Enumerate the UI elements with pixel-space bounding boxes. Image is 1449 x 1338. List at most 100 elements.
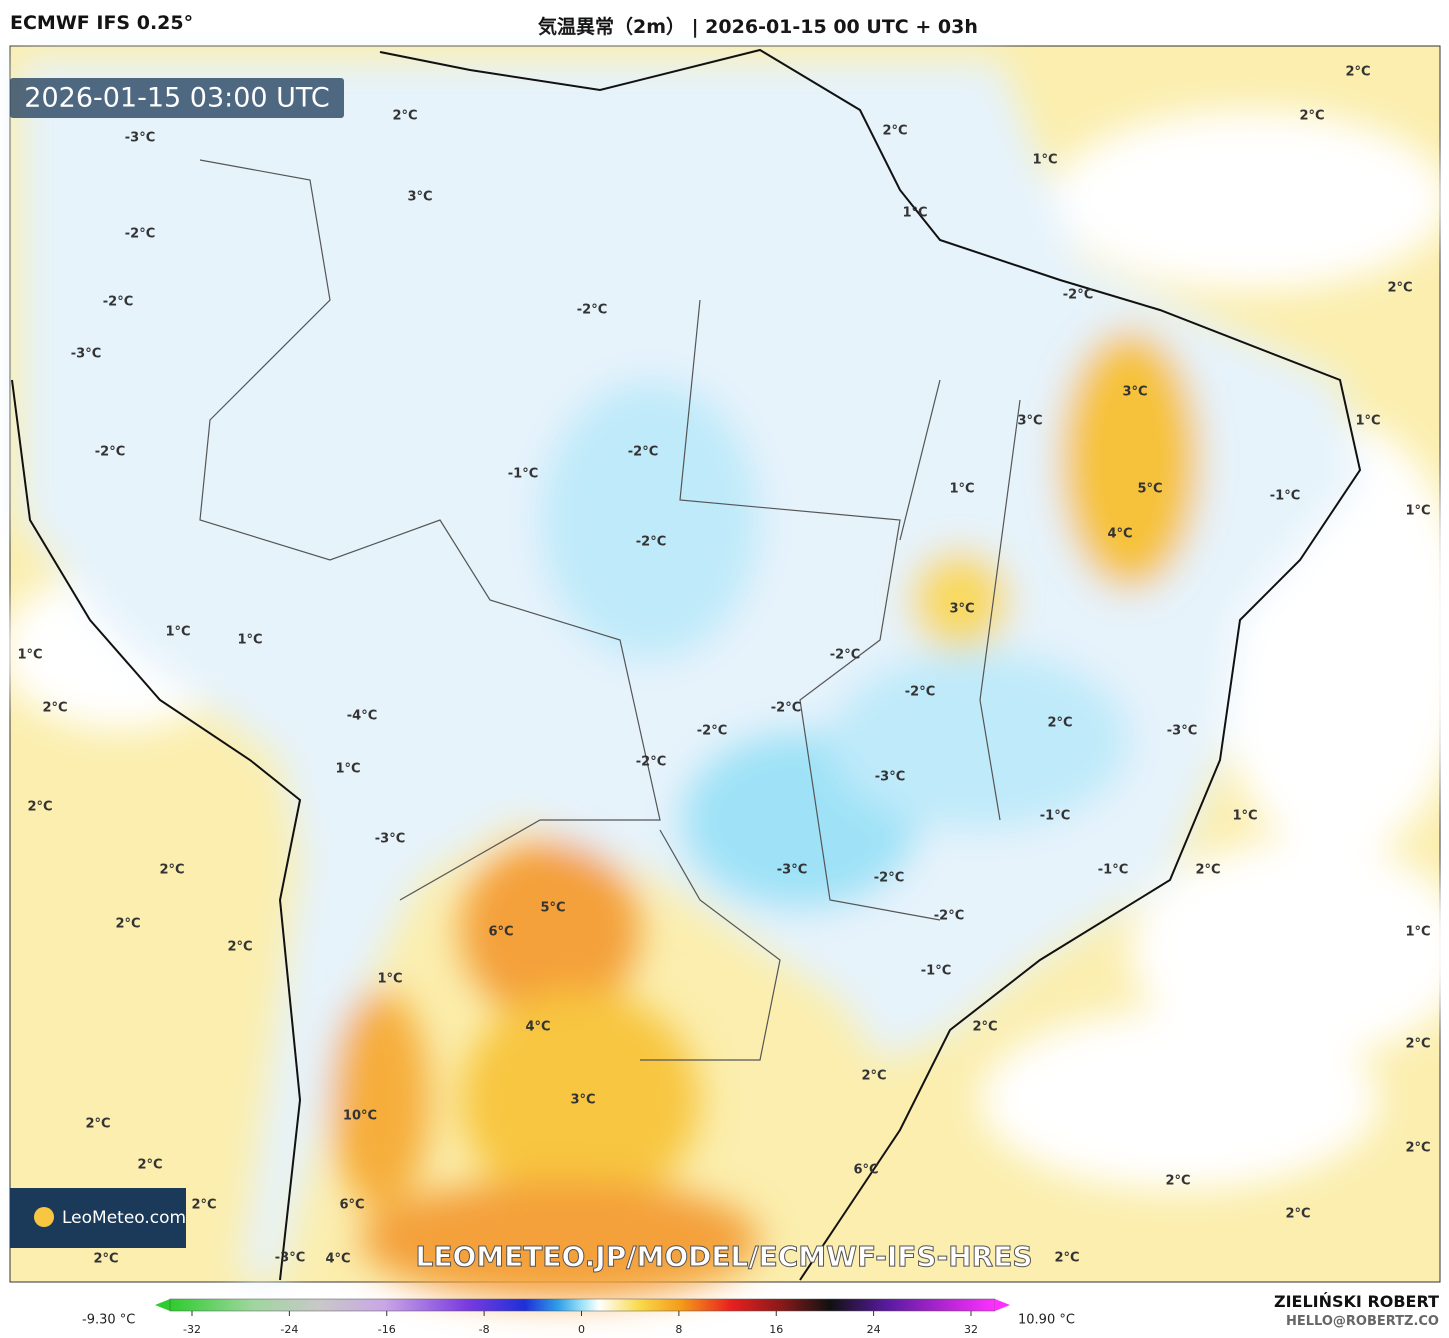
temperature-label: -2°C xyxy=(771,701,801,716)
temperature-label: 1°C xyxy=(17,648,42,663)
temperature-label: -2°C xyxy=(636,755,666,770)
temperature-label: 4°C xyxy=(525,1020,550,1035)
timestamp-box xyxy=(10,78,344,118)
temperature-label: -3°C xyxy=(71,347,101,362)
colorbar-tick-label: 8 xyxy=(675,1323,682,1336)
temperature-label: 1°C xyxy=(377,972,402,987)
temperature-label: -1°C xyxy=(921,964,951,979)
temperature-label: 2°C xyxy=(861,1069,886,1084)
temperature-label: -2°C xyxy=(1063,288,1093,303)
colorbar-tick-label: -32 xyxy=(183,1323,201,1336)
temperature-label: -3°C xyxy=(1167,724,1197,739)
temperature-label: 2°C xyxy=(1405,1141,1430,1156)
temperature-label: -1°C xyxy=(1098,863,1128,878)
colorbar-tick-label: -24 xyxy=(280,1323,298,1336)
temperature-label: 6°C xyxy=(488,925,513,940)
watermark: LEOMETEO.JP/MODEL/ECMWF-IFS-HRES xyxy=(415,1240,1032,1273)
logo-sun xyxy=(34,1207,54,1227)
temperature-label: 2°C xyxy=(882,124,907,139)
temperature-label: -2°C xyxy=(636,535,666,550)
author: ZIELIŃSKI ROBERT xyxy=(1273,1292,1439,1311)
temperature-label: 2°C xyxy=(1299,109,1324,124)
temperature-label: 6°C xyxy=(853,1163,878,1178)
temperature-label: 2°C xyxy=(1285,1207,1310,1222)
temperature-label: 1°C xyxy=(1355,414,1380,429)
colorbar-ticks: -32 -24 -16 -8 0 8 16 24 32 xyxy=(183,1311,978,1336)
colorbar-tick-label: 16 xyxy=(769,1323,783,1336)
temperature-label: 3°C xyxy=(949,602,974,617)
colorbar-tick-label: -16 xyxy=(378,1323,396,1336)
temperature-label: -2°C xyxy=(103,295,133,310)
temperature-label: 2°C xyxy=(137,1158,162,1173)
temperature-label: 2°C xyxy=(1405,1037,1430,1052)
temperature-label: -3°C xyxy=(777,863,807,878)
colorbar-tick-label: 32 xyxy=(964,1323,978,1336)
temperature-label: 5°C xyxy=(540,901,565,916)
temperature-label: -2°C xyxy=(95,445,125,460)
colorbar xyxy=(155,1298,1010,1312)
temperature-label: -3°C xyxy=(875,770,905,785)
temperature-label: 2°C xyxy=(42,701,67,716)
temperature-label: -3°C xyxy=(375,832,405,847)
temperature-label: 3°C xyxy=(1017,414,1042,429)
temperature-label: 4°C xyxy=(325,1252,350,1267)
map-labels: 2°C 2°C 2°C 1°C 2°C -3°C 3°C 1°C -2°C 2°C -2°C -2°C… xyxy=(17,65,1430,1267)
temperature-label: 4°C xyxy=(1107,527,1132,542)
temperature-label: 10°C xyxy=(343,1109,377,1124)
temperature-label: 1°C xyxy=(1405,504,1430,519)
temperature-label: 2°C xyxy=(392,109,417,124)
temperature-label: 1°C xyxy=(1405,925,1430,940)
temperature-label: -2°C xyxy=(125,227,155,242)
temperature-label: 6°C xyxy=(339,1198,364,1213)
temperature-label: -1°C xyxy=(1040,809,1070,824)
temperature-label: -4°C xyxy=(347,709,377,724)
temperature-label: 1°C xyxy=(949,482,974,497)
temperature-label: -3°C xyxy=(275,1251,305,1266)
temperature-label: 1°C xyxy=(237,633,262,648)
temperature-label: 1°C xyxy=(165,625,190,640)
temperature-label: -1°C xyxy=(508,467,538,482)
temperature-label: 2°C xyxy=(85,1117,110,1132)
temperature-label: -3°C xyxy=(125,131,155,146)
temperature-label: 2°C xyxy=(227,940,252,955)
temperature-label: 2°C xyxy=(1054,1251,1079,1266)
colorbar-min: -9.30 °C xyxy=(82,1313,135,1328)
temperature-label: 1°C xyxy=(902,206,927,221)
temperature-label: 2°C xyxy=(191,1198,216,1213)
temperature-label: -2°C xyxy=(934,909,964,924)
temperature-label: 1°C xyxy=(335,762,360,777)
map-title: 気温異常（2m） | 2026-01-15 00 UTC + 03h xyxy=(538,16,978,38)
colorbar-tick-label: 0 xyxy=(578,1323,585,1336)
temperature-label: 2°C xyxy=(1387,281,1412,296)
temperature-label: 2°C xyxy=(27,800,52,815)
temperature-label: -2°C xyxy=(628,445,658,460)
email: HELLO@ROBERTZ.CO xyxy=(1285,1314,1439,1329)
map-field xyxy=(0,45,1449,1300)
temperature-label: 2°C xyxy=(159,863,184,878)
colorbar-tick-label: -8 xyxy=(479,1323,490,1336)
temperature-label: 3°C xyxy=(570,1093,595,1108)
temperature-label: 2°C xyxy=(972,1020,997,1035)
model-name: ECMWF IFS 0.25° xyxy=(10,12,194,34)
temperature-label: -2°C xyxy=(577,303,607,318)
temperature-label: 2°C xyxy=(1195,863,1220,878)
temperature-label: -2°C xyxy=(697,724,727,739)
temperature-label: 5°C xyxy=(1137,482,1162,497)
temperature-label: -2°C xyxy=(830,648,860,663)
temperature-label: 2°C xyxy=(1165,1174,1190,1189)
temperature-label: 1°C xyxy=(1032,153,1057,168)
temperature-label: -2°C xyxy=(905,685,935,700)
colorbar-max: 10.90 °C xyxy=(1018,1313,1075,1328)
temperature-label: -1°C xyxy=(1270,489,1300,504)
colorbar-tick-label: 24 xyxy=(867,1323,881,1336)
temperature-label: -2°C xyxy=(874,871,904,886)
temperature-label: 1°C xyxy=(1232,809,1257,824)
temperature-label: 2°C xyxy=(93,1252,118,1267)
temperature-label: 3°C xyxy=(1122,385,1147,400)
logo-text: LeoMeteo.com xyxy=(62,1208,186,1228)
timestamp: 2026-01-15 03:00 UTC xyxy=(24,83,329,114)
temperature-label: 2°C xyxy=(1047,716,1072,731)
temperature-label: 2°C xyxy=(115,917,140,932)
